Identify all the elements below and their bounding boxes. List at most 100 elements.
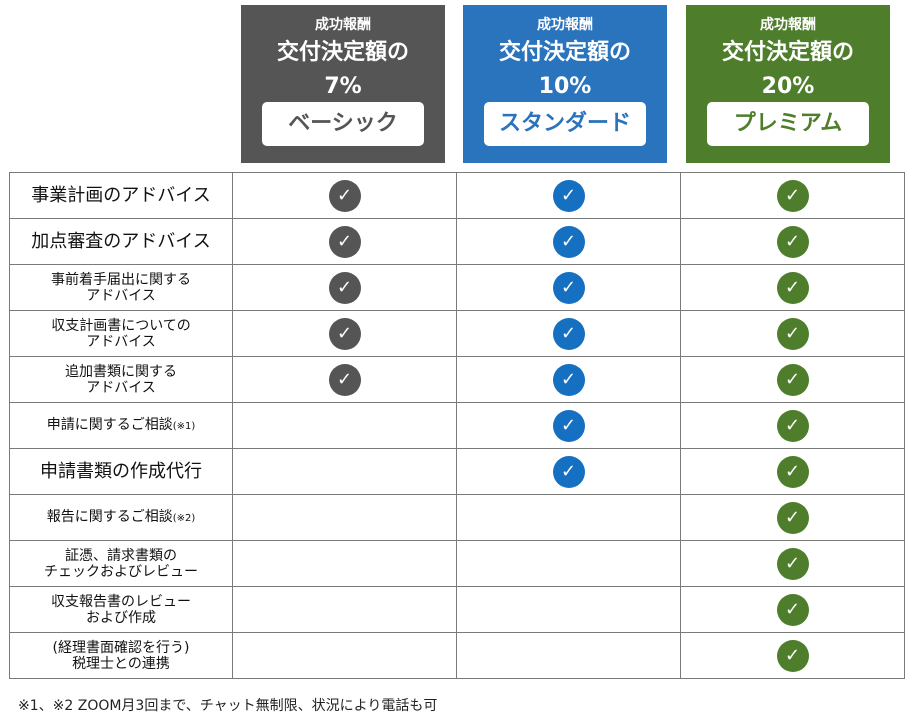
- check-circle-icon: ✓: [328, 363, 361, 396]
- feature-label: (経理書面確認を行う) 税理士との連携: [9, 632, 233, 679]
- plan-cell: ✓: [680, 264, 905, 311]
- table-row: (経理書面確認を行う) 税理士との連携 ✓: [9, 632, 905, 679]
- feature-label: 申請書類の作成代行: [9, 448, 233, 495]
- table-row: 事前着手届出に関する アドバイス ✓ ✓ ✓: [9, 264, 905, 311]
- feature-label-line2: アドバイス: [86, 287, 156, 304]
- plan-name-badge: スタンダード: [484, 102, 646, 146]
- check-circle-icon: ✓: [776, 363, 809, 396]
- check-circle-icon: ✓: [776, 271, 809, 304]
- check-circle-icon: ✓: [552, 317, 585, 350]
- plan-cell: [456, 540, 681, 587]
- feature-label-line2: アドバイス: [86, 379, 156, 396]
- plan-cell: ✓: [232, 218, 457, 265]
- plan-header-premium: 成功報酬 交付決定額の 20% プレミアム: [686, 5, 890, 163]
- plan-cell: [232, 494, 457, 541]
- feature-note: (※2): [172, 512, 196, 524]
- plan-cell: [232, 540, 457, 587]
- plan-rate-line2: 7%: [324, 74, 362, 99]
- plan-cell: ✓: [680, 632, 905, 679]
- feature-label-line1: 報告に関するご相談: [46, 508, 173, 525]
- feature-label-line1: 申請書類の作成代行: [40, 460, 202, 482]
- plan-fee-label: 成功報酬: [537, 17, 593, 33]
- feature-note: (※1): [172, 420, 196, 432]
- plan-cell: ✓: [456, 310, 681, 357]
- plan-rate-line1: 交付決定額の: [498, 40, 631, 65]
- table-row: 収支報告書のレビュー および作成 ✓: [9, 586, 905, 633]
- plan-fee-label: 成功報酬: [315, 17, 371, 33]
- check-circle-icon: ✓: [328, 317, 361, 350]
- feature-label-line1: 事前着手届出に関する: [51, 271, 191, 288]
- plan-rate-line1: 交付決定額の: [276, 40, 409, 65]
- table-row: 証憑、請求書類の チェックおよびレビュー ✓: [9, 540, 905, 587]
- plan-cell: ✓: [680, 586, 905, 633]
- check-circle-icon: ✓: [776, 593, 809, 626]
- feature-label-line2: 税理士との連携: [72, 655, 170, 672]
- plan-cell: ✓: [232, 310, 457, 357]
- plan-cell: ✓: [680, 540, 905, 587]
- check-circle-icon: ✓: [552, 363, 585, 396]
- feature-label: 証憑、請求書類の チェックおよびレビュー: [9, 540, 233, 587]
- plan-rate-line2: 10%: [538, 74, 592, 99]
- check-circle-icon: ✓: [328, 179, 361, 212]
- feature-label-line2: チェックおよびレビュー: [44, 563, 198, 580]
- footnote: ※1、※2 ZOOM月3回まで、チャット無制限、状況により電話も可: [18, 698, 438, 714]
- check-circle-icon: ✓: [776, 639, 809, 672]
- plan-cell: ✓: [680, 218, 905, 265]
- table-row: 事業計画のアドバイス ✓ ✓ ✓: [9, 172, 905, 219]
- plan-cell: [456, 494, 681, 541]
- plan-cell: [232, 586, 457, 633]
- plan-header-basic: 成功報酬 交付決定額の 7% ベーシック: [241, 5, 445, 163]
- feature-label-line2: アドバイス: [86, 333, 156, 350]
- plan-cell: [232, 632, 457, 679]
- plan-cell: [232, 448, 457, 495]
- feature-label: 追加書類に関する アドバイス: [9, 356, 233, 403]
- check-circle-icon: ✓: [776, 409, 809, 442]
- plan-cell: [456, 632, 681, 679]
- plan-cell: [456, 586, 681, 633]
- feature-label: 収支計画書についての アドバイス: [9, 310, 233, 357]
- check-circle-icon: ✓: [552, 455, 585, 488]
- feature-label: 報告に関するご相談(※2): [9, 494, 233, 541]
- feature-label-line1: 申請に関するご相談: [46, 416, 173, 433]
- check-circle-icon: ✓: [776, 225, 809, 258]
- plan-rate-line1: 交付決定額の: [721, 40, 854, 65]
- feature-label-line1: 収支報告書のレビュー: [51, 593, 191, 610]
- plan-cell: ✓: [456, 172, 681, 219]
- plan-rate-line2: 20%: [761, 74, 815, 99]
- plan-cell: ✓: [456, 448, 681, 495]
- plan-name-badge: ベーシック: [262, 102, 424, 146]
- comparison-table: 事業計画のアドバイス ✓ ✓ ✓ 加点審査のアドバイス ✓ ✓ ✓ 事前着手届出に関する アドバイ…: [9, 172, 905, 679]
- table-row: 収支計画書についての アドバイス ✓ ✓ ✓: [9, 310, 905, 357]
- feature-label: 申請に関するご相談(※1): [9, 402, 233, 449]
- plan-cell: [232, 402, 457, 449]
- feature-label-line1: 事業計画のアドバイス: [31, 184, 211, 206]
- plan-fee-label: 成功報酬: [760, 17, 816, 33]
- feature-label-line1: 証憑、請求書類の: [65, 547, 177, 564]
- feature-label: 収支報告書のレビュー および作成: [9, 586, 233, 633]
- feature-label-line1: (経理書面確認を行う): [52, 639, 190, 656]
- check-circle-icon: ✓: [776, 317, 809, 350]
- check-circle-icon: ✓: [552, 179, 585, 212]
- check-circle-icon: ✓: [776, 501, 809, 534]
- check-circle-icon: ✓: [552, 409, 585, 442]
- plan-cell: ✓: [680, 402, 905, 449]
- check-circle-icon: ✓: [328, 225, 361, 258]
- check-circle-icon: ✓: [776, 547, 809, 580]
- table-row: 加点審査のアドバイス ✓ ✓ ✓: [9, 218, 905, 265]
- comparison-table-body: 事業計画のアドバイス ✓ ✓ ✓ 加点審査のアドバイス ✓ ✓ ✓ 事前着手届出に関する アドバイ…: [9, 172, 905, 679]
- check-circle-icon: ✓: [552, 271, 585, 304]
- feature-label: 事業計画のアドバイス: [9, 172, 233, 219]
- plan-cell: ✓: [456, 264, 681, 311]
- table-row: 追加書類に関する アドバイス ✓ ✓ ✓: [9, 356, 905, 403]
- table-row: 報告に関するご相談(※2) ✓: [9, 494, 905, 541]
- plan-header-standard: 成功報酬 交付決定額の 10% スタンダード: [463, 5, 667, 163]
- plan-cell: ✓: [232, 356, 457, 403]
- table-row: 申請に関するご相談(※1) ✓ ✓: [9, 402, 905, 449]
- plan-cell: ✓: [456, 356, 681, 403]
- plan-cell: ✓: [680, 494, 905, 541]
- check-circle-icon: ✓: [776, 455, 809, 488]
- plan-cell: ✓: [680, 172, 905, 219]
- table-row: 申請書類の作成代行 ✓ ✓: [9, 448, 905, 495]
- feature-label-line2: および作成: [86, 609, 156, 626]
- feature-label: 加点審査のアドバイス: [9, 218, 233, 265]
